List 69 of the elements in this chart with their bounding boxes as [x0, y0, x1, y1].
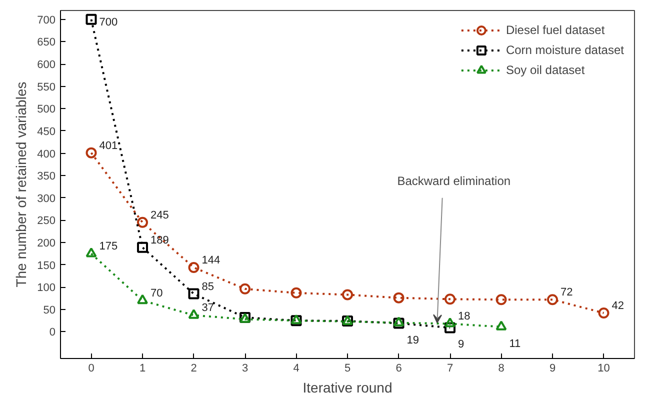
point: [188, 309, 200, 319]
point: [188, 262, 200, 273]
data-label: 245: [150, 209, 169, 222]
point: [393, 292, 404, 304]
y-tick-label: 350: [37, 170, 56, 183]
data-label: 189: [150, 234, 169, 246]
data-label: 70: [150, 288, 163, 300]
point: [86, 14, 97, 25]
y-tick-label: 100: [37, 282, 56, 294]
point: [393, 316, 404, 326]
x-tick-label: 0: [88, 362, 94, 374]
x-axis-title: Iterative round: [302, 380, 392, 396]
point: [547, 294, 558, 306]
point: [137, 294, 148, 304]
y-tick-label: 650: [37, 36, 56, 49]
point: [496, 320, 507, 330]
point: [598, 308, 610, 318]
y-tick-label: 500: [37, 104, 56, 116]
x-tick-label: 4: [293, 362, 300, 374]
data-label: 72: [560, 286, 573, 299]
y-tick-label: 200: [37, 238, 56, 250]
legend-label: Corn moisture dataset: [506, 43, 624, 57]
point: [290, 287, 302, 298]
data-label: 19: [406, 334, 419, 346]
data-label: 18: [458, 310, 470, 323]
legend-label: Soy oil dataset: [506, 63, 585, 77]
data-label: 175: [99, 240, 118, 253]
data-label: 9: [458, 338, 464, 351]
y-tick-label: 250: [37, 215, 56, 228]
x-tick-label: 7: [446, 362, 454, 374]
y-tick-label: 600: [37, 59, 56, 72]
data-label: 11: [509, 338, 521, 350]
y-tick-label: 300: [37, 192, 56, 205]
point: [342, 289, 353, 300]
point: [393, 318, 404, 329]
data-label: 85: [202, 280, 214, 293]
data-label: 700: [99, 16, 118, 28]
point: [86, 147, 97, 158]
legend-label: Diesel fuel dataset: [506, 23, 605, 37]
x-tick-label: 6: [396, 362, 402, 374]
y-tick-label: 700: [37, 14, 56, 26]
x-tick-label: 2: [190, 362, 197, 374]
x-tick-label: 9: [549, 362, 556, 374]
data-label: 42: [612, 300, 624, 312]
point: [137, 242, 148, 253]
annotation: Backward elimination: [397, 174, 511, 188]
data-label: 401: [99, 140, 118, 152]
y-axis-title: The number of retained variables: [13, 82, 30, 288]
y-tick-label: 550: [37, 81, 56, 94]
point: [188, 288, 200, 300]
point: [86, 247, 97, 258]
x-tick-label: 3: [242, 362, 248, 374]
y-tick-label: 450: [37, 126, 56, 138]
y-tick-label: 400: [37, 148, 56, 160]
data-label: 37: [202, 302, 214, 314]
y-tick-label: 50: [43, 304, 56, 316]
y-tick-label: 0: [49, 326, 56, 339]
y-tick-label: 150: [37, 260, 56, 272]
point: [444, 318, 456, 328]
point: [444, 322, 456, 334]
x-tick-label: 1: [139, 362, 146, 374]
point: [444, 294, 456, 305]
x-tick-label: 10: [598, 362, 610, 374]
x-tick-label: 8: [498, 362, 504, 374]
x-tick-label: 5: [344, 362, 351, 374]
point: [137, 216, 148, 228]
data-label: 144: [202, 254, 220, 266]
point: [240, 283, 250, 294]
point: [496, 294, 507, 306]
